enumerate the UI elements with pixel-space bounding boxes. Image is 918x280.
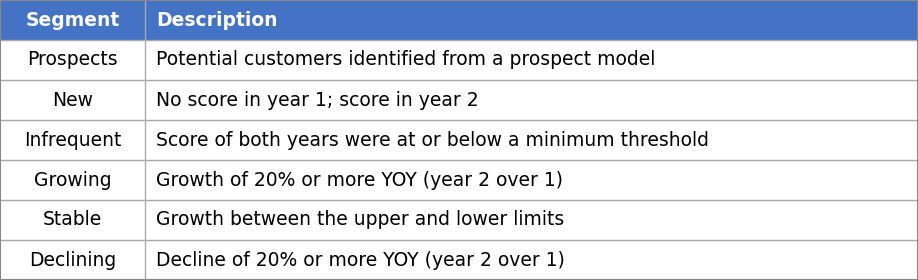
Text: New: New [52,90,93,109]
Bar [145,120,918,160]
Text: Growth of 20% or more YOY (year 2 over 1): Growth of 20% or more YOY (year 2 over 1… [156,171,563,190]
Text: Prospects: Prospects [28,50,118,69]
Text: Declining: Declining [28,251,117,269]
Text: Potential customers identified from a prospect model: Potential customers identified from a pr… [156,50,655,69]
Text: No score in year 1; score in year 2: No score in year 1; score in year 2 [156,90,478,109]
Bar [0,40,145,80]
Text: Segment: Segment [26,10,119,29]
Text: Score of both years were at or below a minimum threshold: Score of both years were at or below a m… [156,130,709,150]
Bar [145,200,918,240]
Bar [145,40,918,80]
Bar [145,80,918,120]
Text: Infrequent: Infrequent [24,130,121,150]
Bar [0,80,145,120]
Bar [0,200,145,240]
Text: Stable: Stable [43,211,102,230]
Text: Decline of 20% or more YOY (year 2 over 1): Decline of 20% or more YOY (year 2 over … [156,251,565,269]
Text: Growth between the upper and lower limits: Growth between the upper and lower limit… [156,211,565,230]
Text: Growing: Growing [34,171,111,190]
Bar [145,160,918,200]
Bar [145,0,918,40]
Bar [145,240,918,280]
Text: Description: Description [156,10,277,29]
Bar [0,160,145,200]
Bar [0,120,145,160]
Bar [0,0,145,40]
Bar [0,240,145,280]
